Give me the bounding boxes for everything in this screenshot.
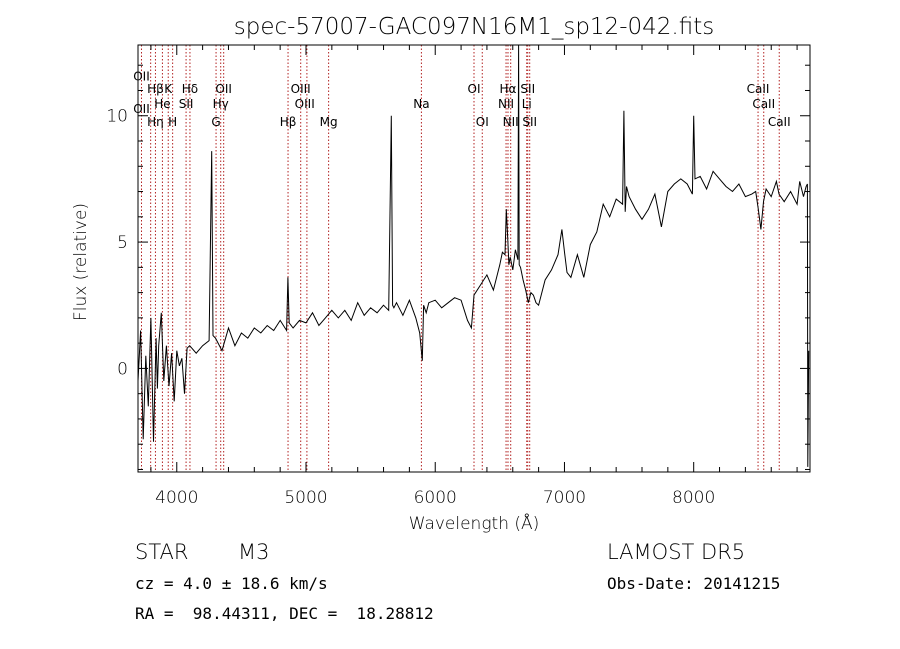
line-label: H <box>168 115 177 129</box>
line-label: CaII <box>752 97 775 111</box>
line-label: Hα <box>500 82 517 96</box>
y-axis-label: Flux (relative) <box>71 203 91 321</box>
line-label: CaII <box>747 82 770 96</box>
x-tick-label: 6000 <box>414 488 457 508</box>
sky-coordinates: RA = 98.44311, DEC = 18.28812 <box>135 604 434 623</box>
x-tick-label: 8000 <box>672 488 715 508</box>
line-label: Hβ <box>280 115 297 129</box>
x-axis-label: Wavelength (Å) <box>409 512 540 534</box>
line-label: OI <box>476 115 489 129</box>
line-label: Na <box>413 97 429 111</box>
line-label: SII <box>520 82 535 96</box>
line-label: OII <box>215 82 232 96</box>
spectral-line-markers <box>140 45 780 472</box>
line-label: Hβ <box>147 82 164 96</box>
line-label: NII <box>498 97 514 111</box>
survey-name: LAMOST DR5 <box>607 540 746 564</box>
object-class: STAR <box>135 540 189 564</box>
object-subclass: M3 <box>238 540 270 564</box>
line-label: OIII <box>291 82 311 96</box>
line-label: CaII <box>768 115 791 129</box>
line-label: Mg <box>320 115 338 129</box>
line-label: Li <box>522 97 532 111</box>
y-tick-label: 0 <box>117 359 128 379</box>
line-label: Hδ <box>182 82 198 96</box>
y-tick-label: 10 <box>106 107 128 127</box>
line-label: G <box>211 115 220 129</box>
line-label: SII <box>179 97 194 111</box>
line-label: Hη <box>147 115 164 129</box>
line-label: OI <box>468 82 481 96</box>
plot-frame <box>137 44 811 473</box>
line-label: NII <box>503 115 519 129</box>
spectrum-line <box>137 44 810 467</box>
x-tick-label: 7000 <box>543 488 586 508</box>
y-tick-label: 5 <box>117 233 128 253</box>
axis-tick-labels: 4000 5000 6000 7000 8000 0 5 10 <box>106 107 715 508</box>
line-label: OII <box>133 102 150 116</box>
line-label: OII <box>133 69 150 83</box>
observation-date: Obs-Date: 20141215 <box>607 574 781 593</box>
line-label: Hγ <box>213 97 229 111</box>
redshift-velocity: cz = 4.0 ± 18.6 km/s <box>135 574 328 593</box>
axis-ticks <box>138 45 810 472</box>
line-label: K <box>164 82 173 96</box>
line-label: He <box>154 97 170 111</box>
x-tick-label: 4000 <box>155 488 198 508</box>
line-label: SII <box>522 115 537 129</box>
x-tick-label: 5000 <box>284 488 327 508</box>
chart-title: spec-57007-GAC097N16M1_sp12-042.fits <box>234 14 714 40</box>
line-label: OIII <box>295 97 315 111</box>
